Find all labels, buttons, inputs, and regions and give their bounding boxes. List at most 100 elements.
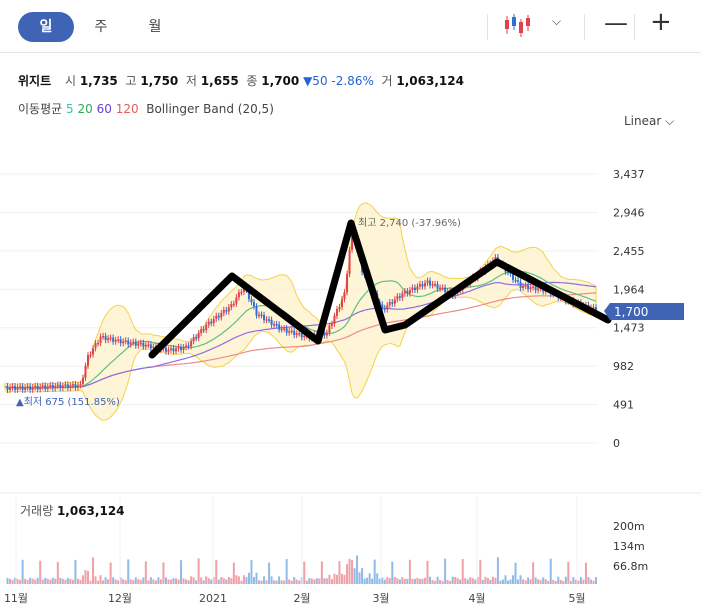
candle xyxy=(501,260,504,269)
candle xyxy=(320,329,323,338)
candle xyxy=(285,325,288,336)
zoom-out-button[interactable]: — xyxy=(604,9,628,37)
candle xyxy=(217,312,220,321)
tab-daily[interactable]: 일 xyxy=(18,12,74,42)
candle xyxy=(134,338,137,349)
candle xyxy=(340,295,343,311)
volume-bar xyxy=(99,575,102,584)
volume-bar xyxy=(162,562,165,584)
volume-bar xyxy=(459,579,462,584)
volume-bar xyxy=(320,561,323,584)
chevron-down-icon: ⌵ xyxy=(665,114,675,128)
candle xyxy=(34,382,37,391)
tab-weekly[interactable]: 주 xyxy=(94,19,108,35)
ma20-line xyxy=(4,270,597,389)
candle xyxy=(167,346,170,355)
volume-bar xyxy=(386,577,389,584)
candle xyxy=(207,318,210,328)
volume-bar xyxy=(290,580,293,584)
volume-bar xyxy=(41,579,44,584)
volume-bar xyxy=(152,579,155,584)
change-value: ▼50 xyxy=(303,74,328,88)
candle xyxy=(519,278,522,292)
candle xyxy=(373,286,376,297)
x-tick-label: 2021 xyxy=(199,592,227,605)
volume-bar xyxy=(363,578,366,584)
volume-bar xyxy=(522,579,525,584)
volume-bar xyxy=(278,576,281,584)
volume-bar xyxy=(517,579,520,584)
zoom-in-button[interactable]: + xyxy=(650,7,672,37)
high-label: 고 xyxy=(125,74,137,88)
candle xyxy=(11,383,14,391)
tab-monthly[interactable]: 월 xyxy=(148,19,162,35)
candle xyxy=(235,294,238,307)
volume-bar xyxy=(227,577,230,584)
candle xyxy=(413,284,416,294)
volume-bar xyxy=(167,579,170,584)
low-value: 1,655 xyxy=(200,74,239,88)
volume-bar xyxy=(245,577,248,584)
candle xyxy=(71,381,74,389)
volume-bar xyxy=(396,578,399,584)
volume-bar xyxy=(29,577,32,584)
y-tick-label: 0 xyxy=(613,437,620,450)
ma60-label: 60 xyxy=(96,102,112,116)
candle xyxy=(481,267,484,275)
volume-bar xyxy=(554,581,557,584)
volume-bar xyxy=(134,577,137,584)
low-label: 저 xyxy=(185,74,197,88)
candle xyxy=(157,342,160,354)
volume-bar xyxy=(258,580,261,584)
volume-bar xyxy=(484,576,487,584)
volume-bar xyxy=(295,579,298,584)
candle xyxy=(97,339,100,347)
chevron-down-icon[interactable]: ⌵ xyxy=(552,14,562,28)
volume-bar xyxy=(210,579,213,584)
candle xyxy=(544,286,547,295)
candle xyxy=(549,286,552,298)
volume-bar xyxy=(429,576,432,584)
volume-bar xyxy=(519,575,522,584)
volume-bar xyxy=(411,578,414,584)
volume-bar xyxy=(313,579,316,584)
volume-bar xyxy=(479,559,482,584)
candle xyxy=(245,282,248,294)
candle xyxy=(403,288,406,297)
x-tick-label: 2월 xyxy=(293,592,310,605)
volume-bar xyxy=(486,577,489,584)
scale-dropdown[interactable]: Linear ⌵ xyxy=(624,114,674,129)
candle xyxy=(353,223,356,244)
candle xyxy=(240,288,243,296)
candle xyxy=(187,342,190,350)
candle xyxy=(227,304,230,315)
candle xyxy=(89,351,92,359)
candle xyxy=(444,284,447,296)
candle xyxy=(205,321,208,334)
candle xyxy=(265,316,268,324)
candle xyxy=(197,329,200,342)
max-annotation: 최고 2,740 (-37.96%) xyxy=(358,217,461,229)
candle xyxy=(318,330,321,341)
x-tick-label: 12월 xyxy=(108,592,132,605)
volume-bar xyxy=(456,578,459,584)
candle xyxy=(237,289,240,301)
candlestick-icon[interactable] xyxy=(503,12,533,38)
volume-bar xyxy=(139,580,142,584)
candle xyxy=(144,341,147,350)
candle xyxy=(260,311,263,319)
volume-bar xyxy=(169,579,172,584)
volume-bar xyxy=(127,559,130,584)
stock-summary: 위지트 시 1,735 고 1,750 저 1,655 종 1,700 ▼50 … xyxy=(18,72,464,89)
candle xyxy=(393,296,396,307)
candle xyxy=(441,284,444,291)
volume-bar xyxy=(31,578,34,584)
x-tick-label: 5월 xyxy=(568,592,585,605)
volume-bar xyxy=(310,578,313,584)
volume-bar xyxy=(36,577,39,584)
candle xyxy=(132,338,135,346)
volume-bar xyxy=(247,572,250,584)
ma20-label: 20 xyxy=(77,102,93,116)
candle xyxy=(371,283,374,293)
volume-bar xyxy=(187,580,190,584)
